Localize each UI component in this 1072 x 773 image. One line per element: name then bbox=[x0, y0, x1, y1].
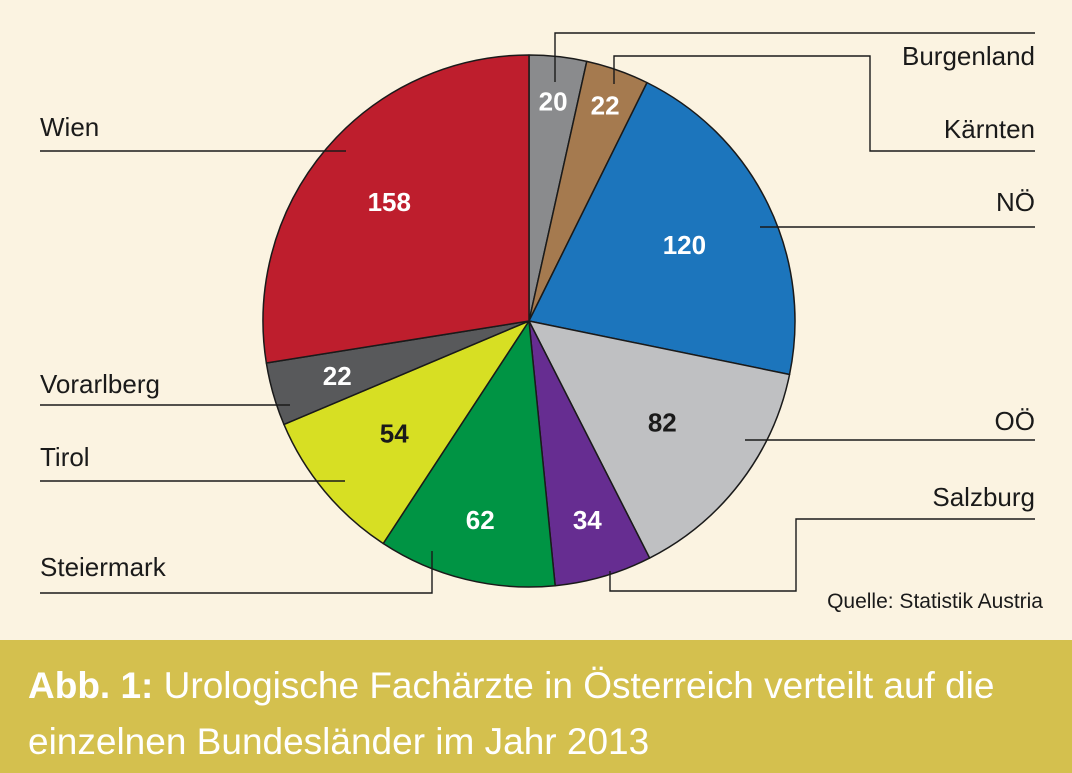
leader-line-steiermark bbox=[40, 551, 433, 594]
slice-label-tirol: Tirol bbox=[40, 442, 90, 472]
pie-slice-steiermark bbox=[382, 320, 556, 588]
chart-source: Quelle: Statistik Austria bbox=[827, 590, 1043, 613]
slice-label-salzburg: Salzburg bbox=[932, 482, 1035, 512]
slice-value-burgenland: 20 bbox=[539, 87, 568, 117]
pie-chart-svg: 20 Burgenland 22 Kärnten 120 NÖ 82 OÖ 34 Salzburg… bbox=[40, 32, 1043, 613]
slice-label-noe: NÖ bbox=[996, 187, 1035, 217]
pie-slice-tirol bbox=[283, 320, 530, 545]
pie-slice-ooe bbox=[528, 320, 791, 559]
slice-value-tirol: 54 bbox=[380, 418, 409, 448]
slice-value-steiermark: 62 bbox=[466, 505, 495, 535]
slice-label-ooe: OÖ bbox=[995, 406, 1035, 436]
slice-label-kaernten: Kärnten bbox=[944, 114, 1035, 144]
slice-value-vorarlberg: 22 bbox=[323, 361, 352, 391]
slice-label-wien: Wien bbox=[40, 112, 99, 142]
pie-chart: 20 Burgenland 22 Kärnten 120 NÖ 82 OÖ 34 Salzburg… bbox=[40, 32, 1043, 613]
leader-line-burgenland bbox=[554, 32, 1035, 82]
slice-value-ooe: 82 bbox=[648, 408, 677, 438]
slice-value-salzburg: 34 bbox=[573, 505, 602, 535]
slice-label-steiermark: Steiermark bbox=[40, 552, 167, 582]
slice-label-burgenland: Burgenland bbox=[902, 41, 1035, 71]
slice-label-vorarlberg: Vorarlberg bbox=[40, 369, 160, 399]
caption-prefix: Abb. 1: bbox=[28, 665, 154, 706]
leader-line-kaernten bbox=[613, 55, 1035, 152]
pie-slice-wien bbox=[262, 54, 530, 364]
leader-line-salzburg bbox=[609, 518, 1035, 592]
caption-text: Urologische Fachärzte in Österreich vert… bbox=[28, 665, 995, 762]
slice-value-wien: 158 bbox=[368, 187, 411, 217]
slice-value-noe: 120 bbox=[663, 230, 706, 260]
pie-slice-noe bbox=[528, 81, 796, 376]
slice-value-kaernten: 22 bbox=[591, 90, 620, 120]
figure-caption: Abb. 1: Urologische Fachärzte in Österre… bbox=[0, 640, 1072, 773]
